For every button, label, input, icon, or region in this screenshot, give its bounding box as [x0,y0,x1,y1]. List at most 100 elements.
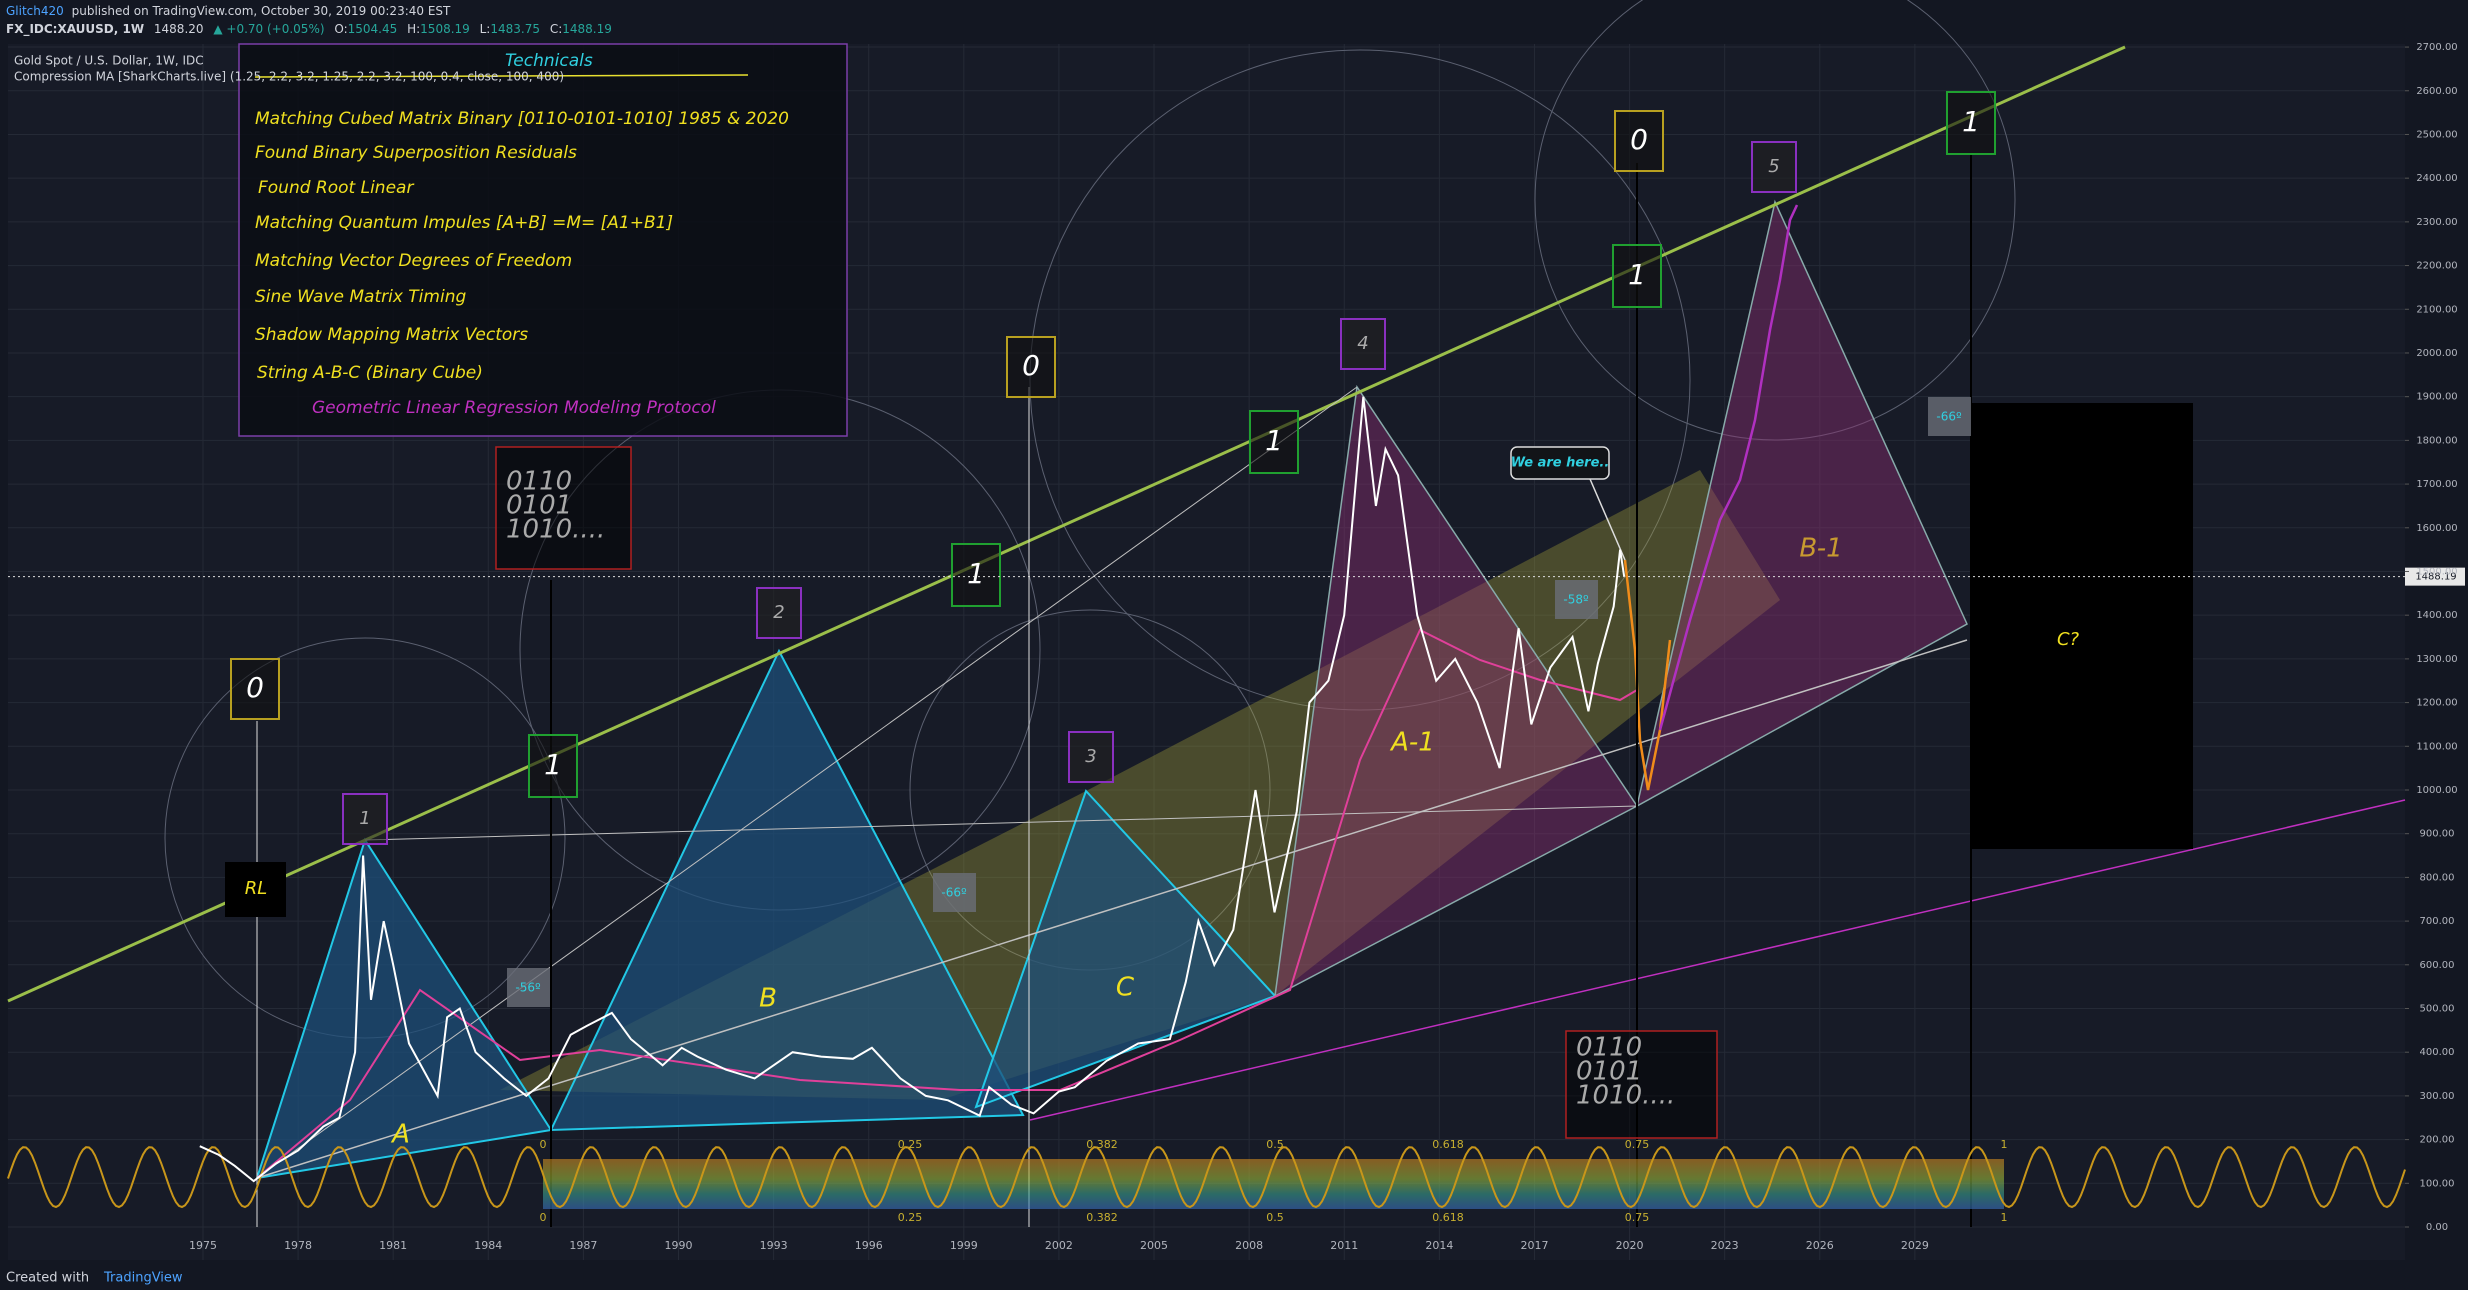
footer-brand: TradingView [103,1271,183,1286]
x-tick-label: 1981 [379,1239,407,1252]
y-tick-label: 1900.00 [2416,392,2457,403]
x-tick-label: 2008 [1235,1239,1263,1252]
y-tick-label: 1500.00 [2416,566,2457,577]
binary-code: 0110 [1576,1033,1642,1063]
y-tick-label: 2500.00 [2416,129,2457,140]
x-tick-label: 1999 [950,1239,978,1252]
y-tick-label: 2600.00 [2416,86,2457,97]
fib-label: 0.75 [1625,1211,1650,1224]
binary-code: 0101 [506,491,572,521]
binary-code: 1010.... [506,515,605,545]
fib-label: 0.5 [1266,1138,1284,1151]
one-marker-box [951,543,1001,607]
series: 1488.19 [8,396,2465,1183]
fib-label: 0.618 [1432,1211,1464,1224]
x-tick-label: 2017 [1520,1239,1548,1252]
angle-label: -58º [1563,593,1589,607]
triangle [549,648,1025,1132]
x-tick-label: 2002 [1045,1239,1073,1252]
binary-box [1565,1030,1718,1139]
technical: Matching Vector Degrees of Freedom [255,251,572,271]
technical: String A-B-C (Binary Cube) [257,363,483,383]
y-tick-label: 800.00 [2420,872,2455,883]
price-line [199,396,1626,1183]
published: published on TradingView.com, October 30… [72,4,451,18]
leg-label: B-1 [1799,534,1842,564]
x-tick-label: 2023 [1711,1239,1739,1252]
point-marker-box [1068,731,1114,783]
ohlc-key: H: [407,22,420,36]
y-tick-label: 0.00 [2426,1222,2448,1233]
fib-label: 0.75 [1625,1138,1650,1151]
point-marker: 5 [1768,156,1779,177]
y-tick-label: 1000.00 [2416,785,2457,796]
y-tick-label: 2000.00 [2416,348,2457,359]
fib-label: 0 [540,1138,547,1151]
point-marker: 1 [359,808,370,829]
ohlc-value: 1483.75 [490,22,540,36]
protocol: Geometric Linear Regression Modeling Pro… [312,398,716,418]
technical: Matching Quantum Impules [A+B] =M= [A1+B… [255,213,673,233]
x-tick-label: 2029 [1901,1239,1929,1252]
triangle [255,837,553,1180]
rl-box [225,862,286,917]
x-tick-label: 1993 [760,1239,788,1252]
leg-label: B [759,984,777,1014]
fib-label: 0.5 [1266,1211,1284,1224]
y-tick-label: 200.00 [2420,1135,2455,1146]
circle [1534,0,2016,441]
point-marker-box [342,793,388,845]
fib-label: 1 [2001,1138,2008,1151]
rl-label: RL [245,878,268,899]
y-tick-label: 300.00 [2420,1091,2455,1102]
trend-line [256,639,1968,1179]
one-marker-box [1612,244,1662,308]
ohlc-key: L: [480,22,491,36]
y-tick-label: 700.00 [2420,916,2455,927]
ohlc-value: 1504.45 [348,22,398,36]
y-tick-label: 1200.00 [2416,698,2457,709]
last-price-label: 1488.19 [2415,572,2456,583]
one-marker-box [528,734,578,798]
y-tick-label: 600.00 [2420,960,2455,971]
labels: 0.00 100.00 200.00 300.00 400.00 500.00 600.00… [189,42,2458,1252]
angle-box [1555,580,1598,619]
callout-text: We are here.. [1511,456,1610,471]
zero-marker-box [230,658,280,720]
trend-line [256,386,1358,1179]
ohlc-value: 1508.19 [420,22,470,36]
y-tick-label: 2200.00 [2416,261,2457,272]
technical: Found Binary Superposition Residuals [255,143,577,163]
markers: 0 0 0 1 1 1 1 1 1 2 3 4 5 RL -56º -66º -58º -66º A B C A-1 B-1… [225,91,2080,1224]
one-marker-box [1249,410,1299,474]
x-tick-label: 1975 [189,1239,217,1252]
point-marker: 2 [773,602,784,623]
point-marker: 4 [1357,333,1368,354]
one-marker: 1 [544,748,562,781]
y-tick-label: 1400.00 [2416,610,2457,621]
leg-label: C [1116,973,1135,1003]
x-tick-label: 1996 [855,1239,883,1252]
trend-line [364,805,1638,841]
y-tick-label: 1700.00 [2416,479,2457,490]
projection-box [1971,403,2193,849]
y-tick-label: 2100.00 [2416,304,2457,315]
y-tick-label: 2700.00 [2416,42,2457,53]
leg-label: A-1 [1389,728,1435,758]
angle-box [507,968,550,1007]
last-price-tag [2405,567,2465,586]
x-tick-label: 1984 [474,1239,502,1252]
fib-label: 0.618 [1432,1138,1464,1151]
ohlc-value: 1488.19 [562,22,612,36]
callout [1510,446,1610,480]
y-tick-label: 1100.00 [2416,741,2457,752]
legend-indicator: Compression MA [SharkCharts.live] (1.25,… [14,70,564,84]
y-tick-label: 900.00 [2420,829,2455,840]
zero-marker-box [1614,110,1664,172]
x-tick-label: 2011 [1330,1239,1358,1252]
fib-label: 0.25 [898,1211,923,1224]
author: Glitch420 [6,4,64,18]
triangle [1274,384,1639,998]
y-tick-label: 400.00 [2420,1047,2455,1058]
fib-label: 0 [540,1211,547,1224]
